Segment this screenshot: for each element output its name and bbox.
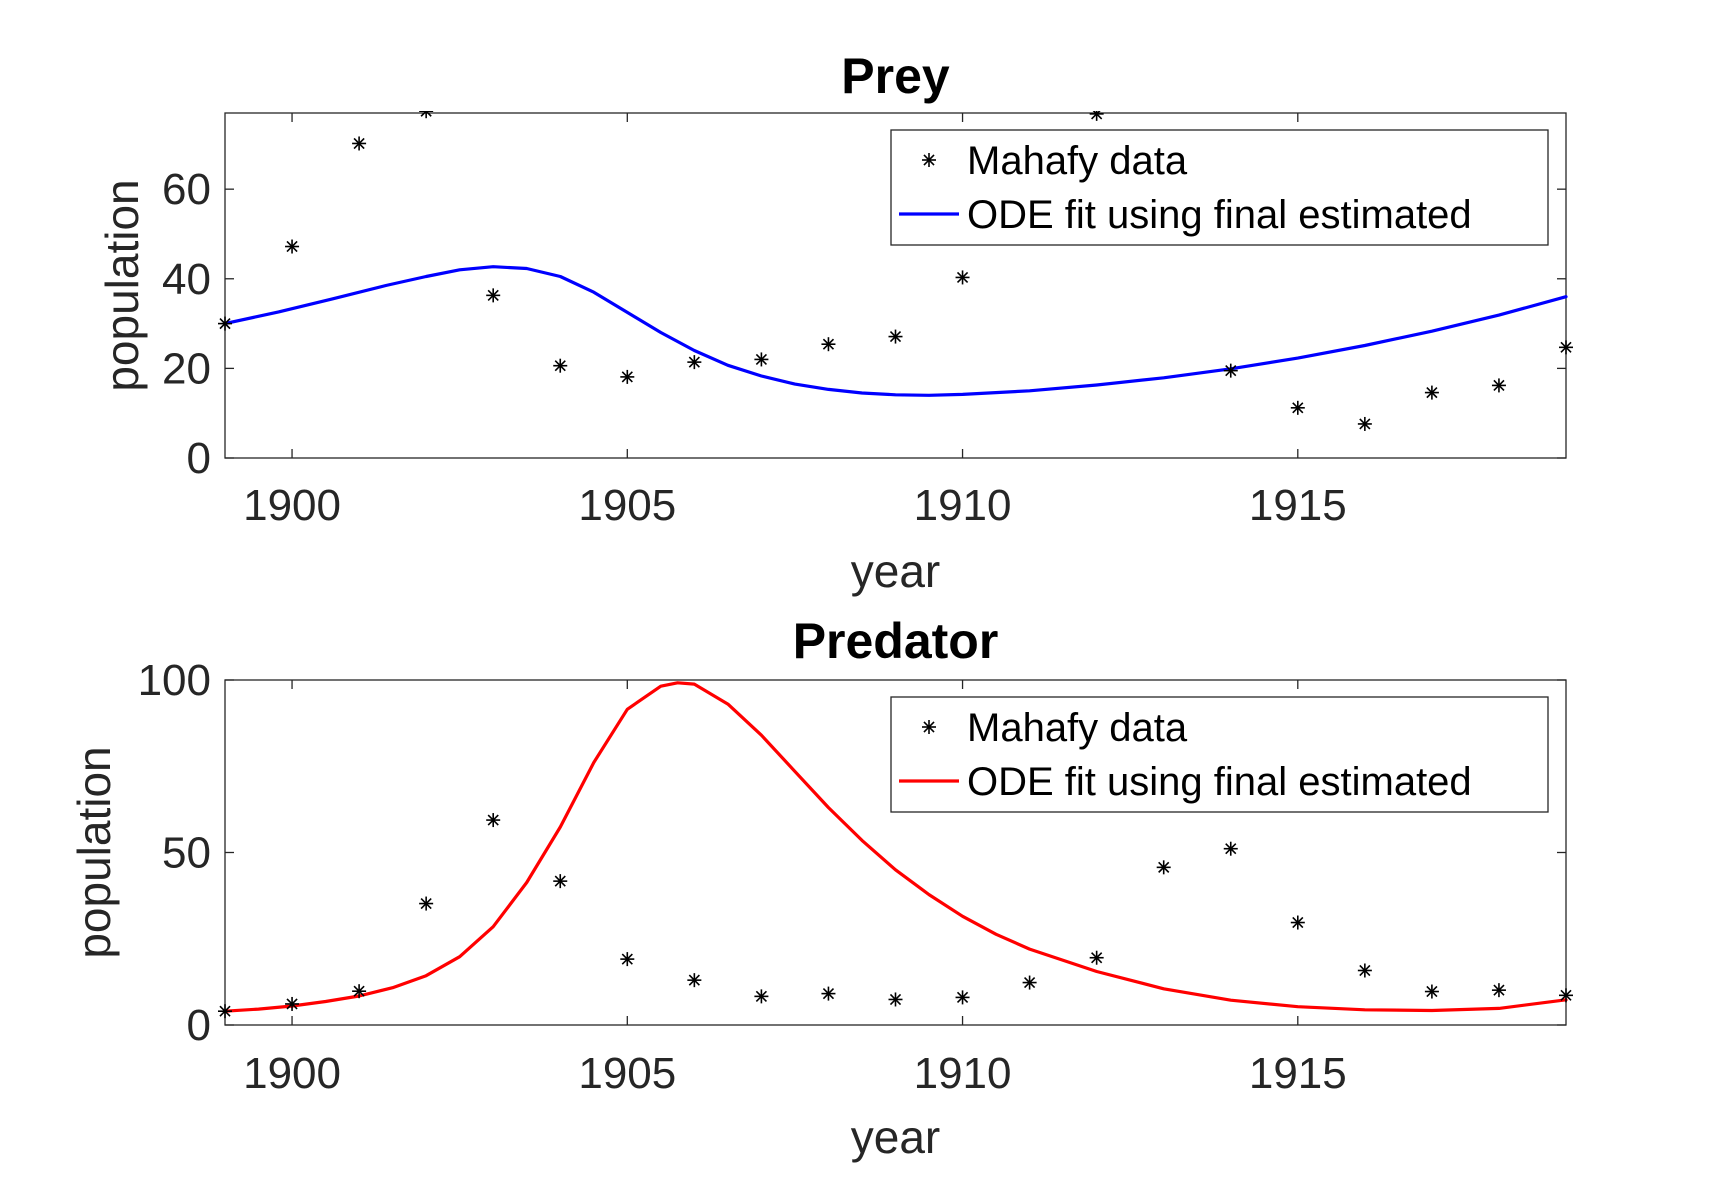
prey-data-point (821, 337, 836, 352)
predator-data-point (821, 986, 836, 1001)
prey-legend-entry-ode-fit-using-final-estimated: ODE fit using final estimated (967, 193, 1472, 237)
predator-ytick-label: 50 (162, 829, 211, 878)
predator-data-point (754, 989, 769, 1004)
predator-data-point (620, 952, 635, 967)
predator-data-point (1223, 841, 1238, 856)
predator-data-point (1357, 963, 1372, 978)
prey-data-point (1491, 378, 1506, 393)
predator-xtick-label: 1915 (1249, 1049, 1347, 1098)
prey-data-point (1223, 363, 1238, 378)
prey-data-point (620, 369, 635, 384)
predator-data-point (888, 992, 903, 1007)
prey-data-point (1089, 111, 1104, 121)
prey-data-point (1290, 400, 1305, 415)
predator-legend-box (890, 696, 1549, 813)
prey-plot-area (218, 111, 1573, 431)
predator-data-point (1559, 988, 1573, 1003)
prey-legend-marker-data (922, 153, 936, 167)
prey-data-point (218, 316, 232, 331)
prey-data-point (285, 239, 300, 254)
predator-data-point (1156, 860, 1171, 875)
predator-data-point (687, 973, 702, 988)
predator-data-point (352, 984, 367, 999)
predator-data-point (1089, 950, 1104, 965)
predator-data-point (553, 874, 568, 889)
prey-data-point (1357, 416, 1372, 431)
predator-ode-fit-line (223, 681, 1568, 1013)
prey-xtick-label: 1900 (243, 481, 341, 530)
prey-ytick-label: 20 (162, 344, 211, 393)
predator-data-point (955, 990, 970, 1005)
prey-legend-entry-mahafy-data: Mahafy data (967, 139, 1188, 183)
predator-plot-area (218, 681, 1573, 1019)
predator-xtick-label: 1900 (243, 1049, 341, 1098)
predator-data-point (218, 1004, 232, 1019)
predator-title: Predator (793, 613, 999, 669)
predator-y-axis-label: population (68, 746, 120, 958)
prey-axes-frame (224, 112, 1567, 459)
predator-ytick-label: 100 (138, 656, 211, 705)
predator-legend: Mahafy data ODE fit using final estimated (890, 696, 1549, 813)
prey-ytick-label: 40 (162, 255, 211, 304)
predator-xtick-label: 1905 (578, 1049, 676, 1098)
predator-legend-marker-data (922, 720, 936, 734)
predator-xtick-label: 1910 (914, 1049, 1012, 1098)
prey-title: Prey (841, 48, 950, 104)
prey-ytick-label: 60 (162, 165, 211, 214)
predator-data-point (285, 996, 300, 1011)
prey-x-axis-label: year (851, 545, 940, 597)
prey-data-point (687, 355, 702, 370)
prey-y-axis-label: population (96, 179, 148, 391)
predator-legend-entry-ode-fit-using-final-estimated: ODE fit using final estimated (967, 760, 1472, 804)
prey-legend: Mahafy data ODE fit using final estimated (890, 129, 1549, 246)
prey-data-point (486, 288, 501, 303)
prey-ode-fit-line (223, 265, 1568, 397)
prey-data-point (754, 352, 769, 367)
predator-ytick-label: 0 (187, 1001, 211, 1050)
prey-data-point (1424, 385, 1439, 400)
predator-data-point (1022, 975, 1037, 990)
prey-data-point (553, 358, 568, 373)
predator-data-point (419, 896, 434, 911)
predator-x-axis-label: year (851, 1111, 940, 1163)
prey-ytick-label: 0 (187, 434, 211, 483)
predator-data-point (1491, 983, 1506, 998)
predator-data-point (1290, 915, 1305, 930)
prey-data-point (888, 329, 903, 344)
predator-data-point (1424, 984, 1439, 999)
prey-xtick-label: 1915 (1249, 481, 1347, 530)
predator-subplot: 1900 1905 1910 1915 0 50 100 Predator year popula… (68, 613, 1573, 1163)
predator-data-point (486, 813, 501, 828)
prey-xtick-label: 1905 (578, 481, 676, 530)
prey-data-point (955, 270, 970, 285)
prey-data-point (352, 136, 367, 151)
prey-data-point (1559, 340, 1573, 355)
prey-xtick-label: 1910 (914, 481, 1012, 530)
prey-subplot: 1900 1905 1910 1915 0 20 40 60 Prey year populatio… (96, 48, 1573, 597)
predator-legend-entry-mahafy-data: Mahafy data (967, 706, 1188, 750)
prey-data-point (419, 111, 434, 119)
prey-legend-box (890, 129, 1549, 246)
